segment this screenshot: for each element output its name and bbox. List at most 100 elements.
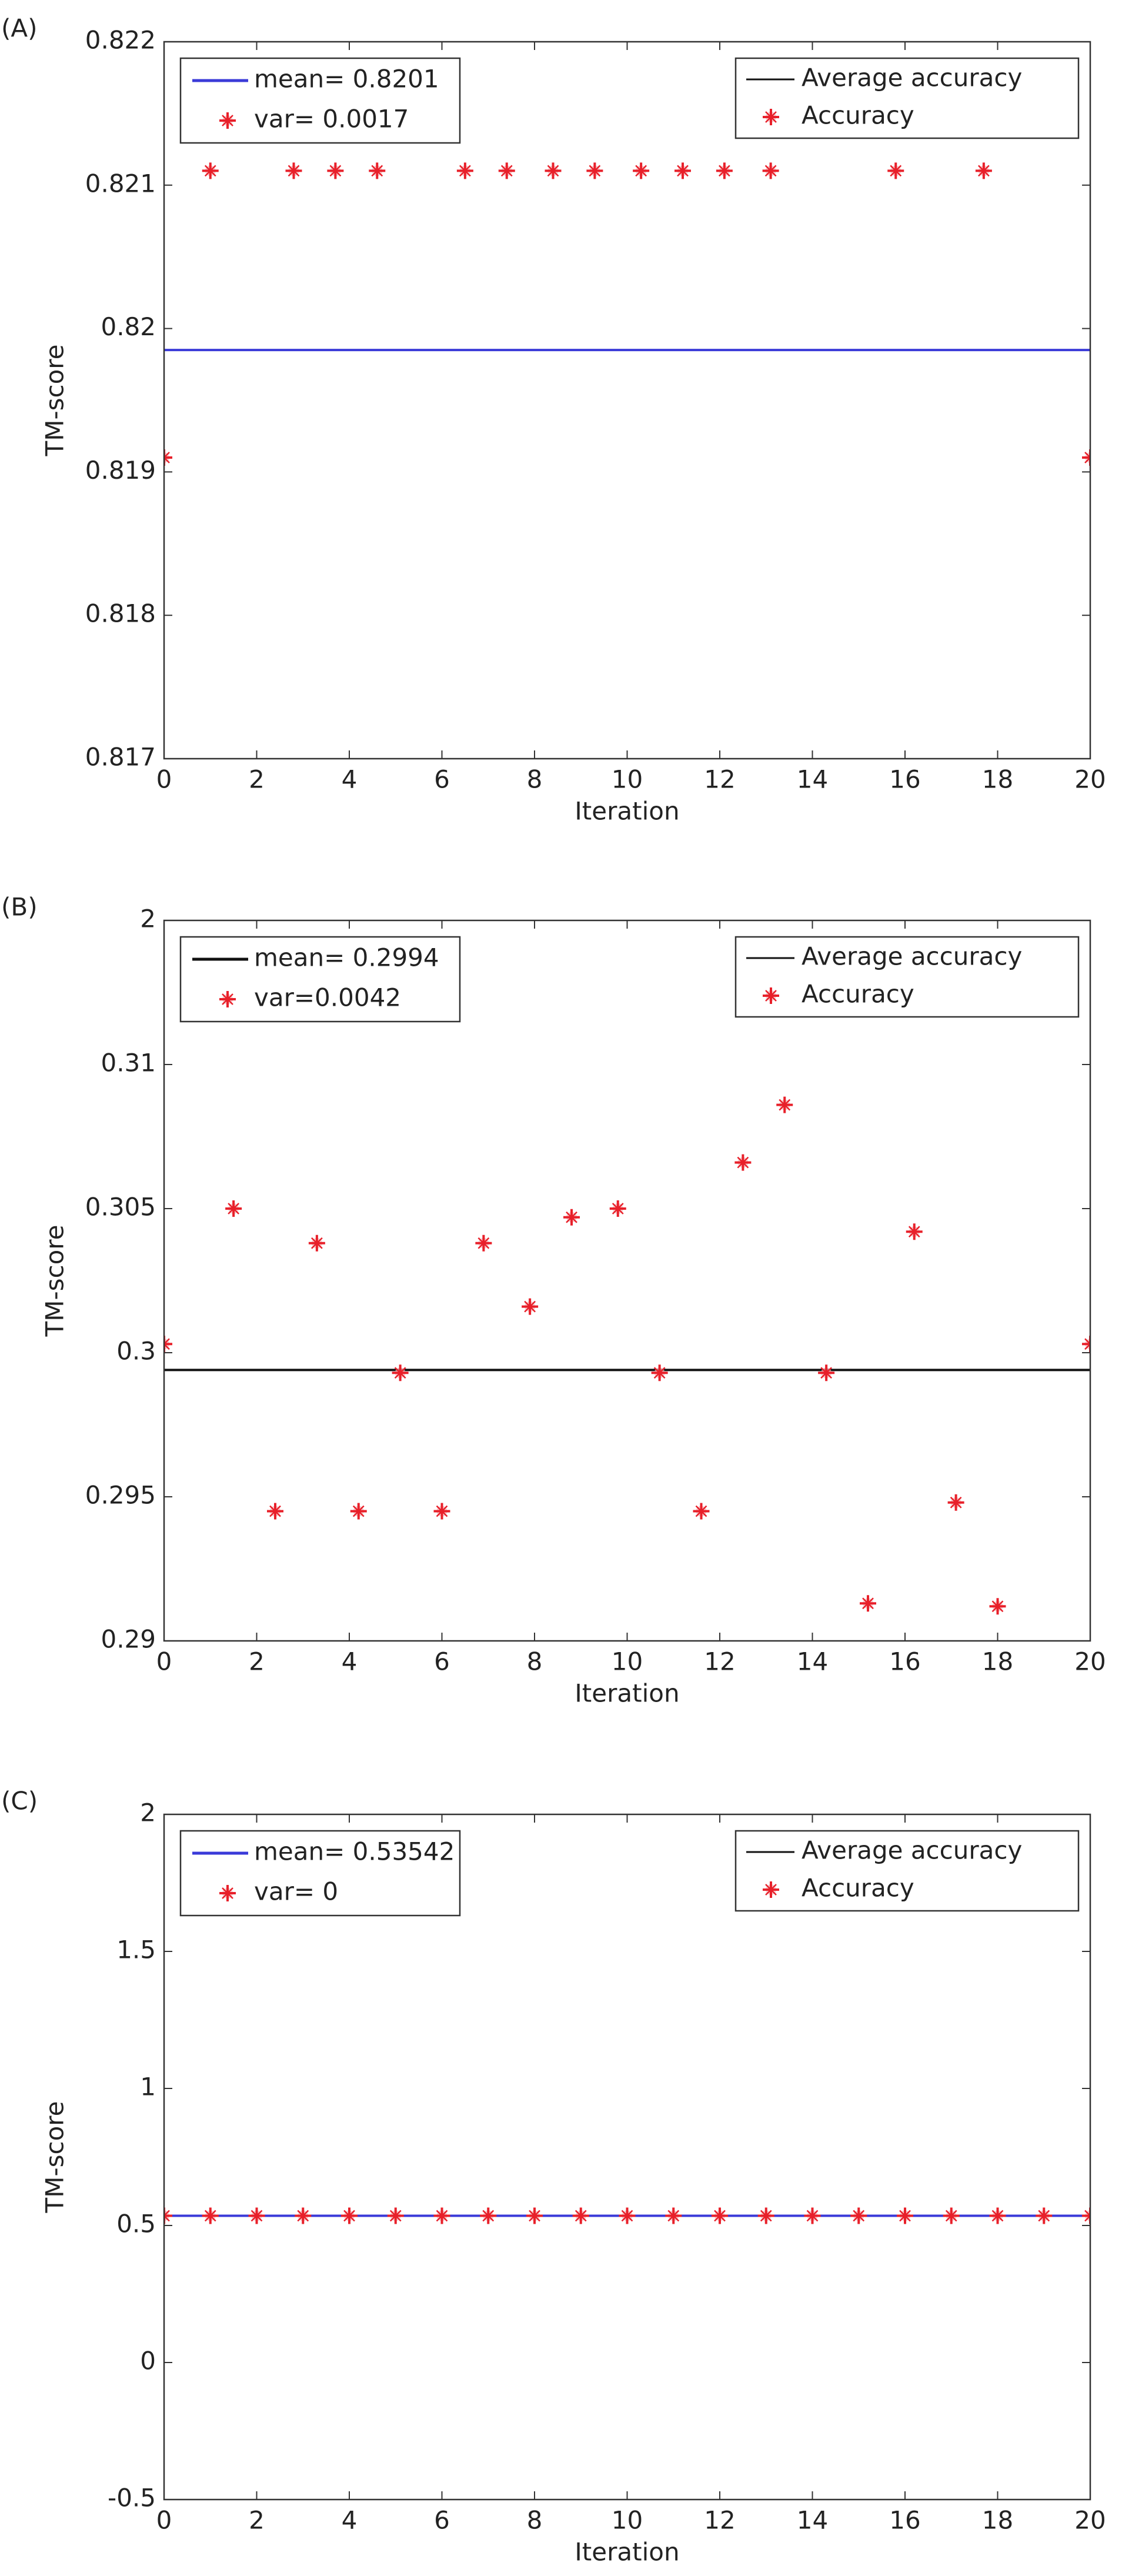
point xyxy=(285,162,302,179)
marker-cross xyxy=(991,1600,1004,1613)
marker-cross xyxy=(765,1884,777,1896)
point xyxy=(1082,1336,1090,1353)
point xyxy=(586,162,603,179)
x-tick-label: 0 xyxy=(156,1647,172,1676)
point xyxy=(526,2207,543,2224)
y-tick-label: 0 xyxy=(140,2347,156,2375)
x-tick-label: 2 xyxy=(249,765,265,794)
point xyxy=(433,2207,450,2224)
x-tick-label: 0 xyxy=(156,2506,172,2535)
point xyxy=(651,1364,668,1382)
x-tick-label: 2 xyxy=(249,2506,265,2535)
y-tick-label: -0.5 xyxy=(108,2484,156,2512)
marker-cross xyxy=(589,165,601,177)
x-tick-label: 8 xyxy=(527,765,543,794)
stats-var: var= 0 xyxy=(254,1877,338,1906)
marker-cross xyxy=(164,452,170,463)
plot-area xyxy=(164,42,1090,759)
y-tick-label: 1 xyxy=(140,2073,156,2101)
x-axis-label: Iteration xyxy=(575,1679,679,1708)
marker-cross xyxy=(635,165,647,177)
panel-label: (B) xyxy=(1,893,38,922)
marker-cross xyxy=(524,1300,536,1313)
marker-plus xyxy=(164,2207,172,2224)
point xyxy=(433,1503,450,1520)
point xyxy=(248,2207,265,2224)
legend-marker-swatch xyxy=(763,1881,779,1898)
x-tick-label: 18 xyxy=(982,765,1013,794)
legend-label: Average accuracy xyxy=(802,1836,1022,1865)
legend-marker-swatch xyxy=(763,987,779,1004)
marker-cross xyxy=(394,1367,406,1379)
point xyxy=(164,1336,172,1353)
point xyxy=(860,1595,876,1612)
point xyxy=(762,162,779,179)
y-tick-label: 0.821 xyxy=(85,169,156,198)
y-tick-label: 0.3 xyxy=(116,1337,156,1366)
plot-frame xyxy=(163,41,1091,760)
y-axis-label: TM-score xyxy=(41,345,69,457)
plot-frame xyxy=(163,1813,1091,2501)
stats-mean: mean= 0.8201 xyxy=(254,65,439,94)
y-tick-label: 0.819 xyxy=(85,456,156,485)
plot-content xyxy=(164,1096,1090,1615)
point xyxy=(887,162,904,179)
marker-cross xyxy=(436,1505,448,1517)
point xyxy=(850,2207,867,2224)
x-tick-label: 12 xyxy=(704,2506,735,2535)
point xyxy=(341,2207,358,2224)
x-tick-label: 10 xyxy=(612,765,643,794)
plot-content xyxy=(164,2207,1090,2224)
point xyxy=(392,1364,409,1382)
legend-marker-swatch xyxy=(763,109,779,125)
stats-marker-swatch xyxy=(219,112,236,129)
legend-label: Average accuracy xyxy=(802,942,1022,971)
marker-cross xyxy=(718,165,730,177)
stats-marker-swatch xyxy=(219,991,236,1007)
marker-cross xyxy=(297,2210,309,2222)
point xyxy=(712,2207,728,2224)
panel-label: (C) xyxy=(1,1787,38,1816)
stats-mean: mean= 0.53542 xyxy=(254,1837,455,1866)
marker-cross xyxy=(764,165,777,177)
point xyxy=(818,1364,835,1382)
point xyxy=(202,2207,219,2224)
x-tick-label: 10 xyxy=(612,1647,643,1676)
marker-cross xyxy=(908,1226,920,1238)
marker-cross xyxy=(459,165,471,177)
marker-plus xyxy=(1082,2207,1090,2224)
stats-mean: mean= 0.2994 xyxy=(254,943,439,972)
panel-label: (A) xyxy=(1,14,38,43)
y-axis-label: TM-score xyxy=(41,1225,69,1337)
x-tick-label: 20 xyxy=(1074,1647,1106,1676)
marker-cross xyxy=(890,165,902,177)
y-tick-label: 0.817 xyxy=(85,743,156,772)
marker-cross xyxy=(820,1367,833,1379)
point xyxy=(369,162,386,179)
marker-cross xyxy=(677,165,689,177)
marker-cross xyxy=(310,1237,323,1249)
point xyxy=(674,162,691,179)
point xyxy=(475,1234,492,1252)
marker-cross xyxy=(343,2210,355,2222)
marker-cross xyxy=(477,1237,490,1249)
y-tick-label: 2 xyxy=(140,905,156,933)
point xyxy=(989,2207,1006,2224)
marker-cross xyxy=(765,990,777,1002)
marker-cross xyxy=(222,993,233,1005)
marker-cross xyxy=(288,165,300,177)
marker-cross xyxy=(352,1505,365,1517)
marker-cross xyxy=(269,1505,281,1517)
point xyxy=(267,1503,283,1520)
marker-plus xyxy=(164,1336,172,1353)
x-tick-label: 6 xyxy=(434,765,450,794)
marker-cross xyxy=(436,2210,448,2222)
point xyxy=(633,162,650,179)
marker-cross xyxy=(765,111,777,123)
panel: (B) 0 2 4 6 8 10 12 14 16 18 20 0.29 0.295 0.3 0.305 0.3… xyxy=(1,893,1106,1708)
panel: (C)0 2 4 6 8 10 12 14 16 18 20-0.500.511.52Iterati… xyxy=(1,1787,1106,2567)
marker-cross xyxy=(862,1597,874,1610)
y-tick-label: 0.305 xyxy=(85,1193,156,1222)
